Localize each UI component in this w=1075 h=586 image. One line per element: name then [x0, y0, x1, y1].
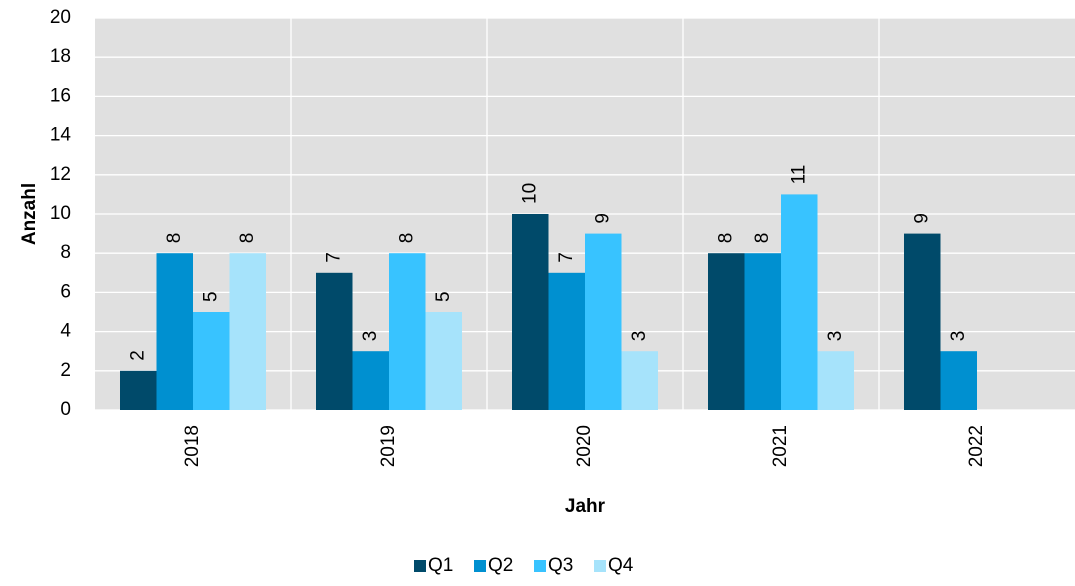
x-tick-label: 2020: [574, 425, 595, 467]
bar: [621, 351, 658, 410]
y-tick-label: 0: [60, 399, 71, 420]
value-label: 2: [127, 350, 148, 361]
y-tick-label: 14: [50, 125, 72, 146]
x-tick-label: 2022: [966, 425, 987, 467]
y-axis-title: Anzahl: [19, 183, 40, 245]
value-label: 8: [237, 233, 258, 244]
y-tick-label: 8: [60, 242, 71, 263]
bar: [548, 272, 585, 410]
y-tick-label: 16: [50, 85, 71, 106]
legend-label: Q1: [428, 555, 453, 576]
value-label: 8: [752, 233, 773, 244]
legend-swatch: [594, 560, 606, 572]
x-tick-label: 2018: [182, 425, 203, 467]
value-label: 8: [164, 233, 185, 244]
value-label: 9: [911, 213, 932, 224]
y-tick-label: 10: [50, 203, 71, 224]
value-label: 3: [948, 331, 969, 342]
y-tick-label: 20: [50, 7, 71, 28]
legend-label: Q4: [608, 555, 634, 576]
x-tick-label: 2019: [378, 425, 399, 467]
value-label: 3: [629, 331, 650, 342]
value-label: 5: [200, 291, 221, 302]
bar: [585, 233, 622, 410]
bar: [817, 351, 854, 410]
legend-swatch: [414, 560, 426, 572]
x-axis-title: Jahr: [565, 496, 606, 517]
y-tick-label: 6: [60, 281, 71, 302]
bar: [781, 194, 818, 410]
bar: [156, 253, 193, 410]
value-label: 3: [825, 331, 846, 342]
legend-swatch: [534, 560, 546, 572]
bar: [425, 312, 462, 410]
bar: [904, 233, 941, 410]
value-label: 7: [323, 252, 344, 263]
y-tick-label: 12: [50, 164, 71, 185]
value-label: 8: [715, 233, 736, 244]
bar: [316, 272, 353, 410]
legend-swatch: [474, 560, 486, 572]
y-tick-label: 2: [60, 360, 71, 381]
bar: [120, 370, 157, 410]
bar: [512, 214, 549, 410]
bar: [744, 253, 781, 410]
bar: [352, 351, 389, 410]
legend-label: Q2: [488, 555, 513, 576]
bar: [229, 253, 266, 410]
bar: [389, 253, 426, 410]
value-label: 9: [592, 213, 613, 224]
y-tick-label: 18: [50, 46, 71, 67]
y-tick-label: 4: [60, 321, 71, 342]
value-label: 3: [360, 331, 381, 342]
x-tick-label: 2021: [770, 425, 791, 467]
value-label: 11: [788, 165, 809, 185]
bar: [193, 312, 230, 410]
value-label: 5: [433, 291, 454, 302]
value-label: 7: [556, 252, 577, 263]
value-label: 10: [519, 183, 540, 204]
bar: [708, 253, 745, 410]
legend-label: Q3: [548, 555, 573, 576]
value-label: 8: [396, 233, 417, 244]
bar: [940, 351, 977, 410]
